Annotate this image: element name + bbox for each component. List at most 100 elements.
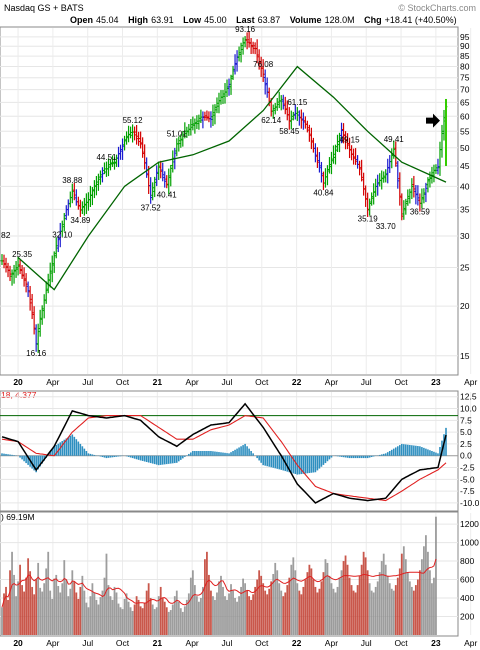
macd-histogram-bar xyxy=(437,453,439,456)
x-tick-label: Oct xyxy=(394,377,408,387)
price-bar xyxy=(436,158,440,175)
volume-bar xyxy=(382,553,385,635)
volume-bar xyxy=(310,568,313,635)
macd-histogram-bar xyxy=(224,452,226,456)
price-bar xyxy=(66,199,70,216)
volume-bar xyxy=(212,596,214,635)
volume-bar xyxy=(179,608,182,635)
price-bar xyxy=(313,143,317,163)
price-tick-label: 50 xyxy=(460,143,470,153)
price-annotation: 58.45 xyxy=(279,127,300,136)
price-bar xyxy=(137,131,141,146)
macd-histogram-bar xyxy=(282,455,285,471)
price-bar xyxy=(185,126,189,138)
x-tick-label: Apr xyxy=(325,377,338,387)
volume-bar xyxy=(396,577,399,635)
volume-bar xyxy=(141,608,144,635)
macd-histogram-bar xyxy=(226,453,228,456)
volume-bar xyxy=(330,583,333,635)
price-bar xyxy=(275,98,279,111)
volume-bar xyxy=(222,586,224,635)
volume-bar xyxy=(322,572,325,635)
volume-bar xyxy=(11,551,13,635)
macd-histogram-bar xyxy=(188,453,190,456)
volume-bar xyxy=(320,581,323,635)
macd-histogram-bar xyxy=(107,455,110,458)
volume-bar xyxy=(318,588,321,635)
price-bar xyxy=(384,169,388,183)
volume-bar xyxy=(272,574,275,635)
volume-bar xyxy=(268,588,271,635)
volume-bar xyxy=(266,594,269,635)
macd-histogram-bar xyxy=(302,455,305,474)
price-bar xyxy=(135,125,139,145)
price-annotation: 40.41 xyxy=(157,191,178,200)
macd-histogram-bar xyxy=(99,455,102,457)
macd-histogram-bar xyxy=(192,451,194,456)
macd-histogram-bar xyxy=(71,434,74,456)
macd-histogram-bar xyxy=(101,455,104,458)
macd-histogram-bar xyxy=(39,455,41,467)
macd-histogram-bar xyxy=(350,455,353,459)
price-annotation: 76.08 xyxy=(253,60,274,69)
price-bar xyxy=(157,161,161,181)
volume-bar xyxy=(165,607,168,635)
volume-bar xyxy=(163,601,166,635)
macd-histogram-bar xyxy=(65,438,68,456)
price-bar xyxy=(28,285,32,311)
volume-bar xyxy=(376,581,379,635)
macd-histogram-bar xyxy=(109,455,112,458)
macd-histogram-bar xyxy=(51,449,54,456)
volume-bar xyxy=(71,570,74,635)
price-annotation: 38.88 xyxy=(62,176,83,185)
volume-bar xyxy=(173,596,176,635)
volume-y-axis: 200 400 600 800 1000 1200 xyxy=(460,519,479,621)
macd-histogram-bar xyxy=(324,455,327,464)
volume-bar xyxy=(161,598,164,635)
price-bar xyxy=(133,126,137,141)
volume-bar xyxy=(57,586,60,635)
macd-histogram-bar xyxy=(214,451,216,456)
volume-bar xyxy=(350,585,353,635)
macd-histogram-bar xyxy=(220,452,222,456)
volume-bar xyxy=(374,586,377,635)
volume-bar xyxy=(220,575,222,635)
macd-histogram-bar xyxy=(93,454,96,456)
volume-bar xyxy=(282,596,285,635)
volume-bar xyxy=(89,596,92,635)
price-bar xyxy=(24,273,28,293)
price-bar xyxy=(22,267,26,287)
volume-bar xyxy=(3,593,5,635)
macd-histogram-bar xyxy=(318,455,321,469)
macd-histogram-bar xyxy=(435,452,437,456)
volume-bar xyxy=(61,583,64,635)
price-bar xyxy=(331,145,335,164)
volume-bar xyxy=(41,591,44,635)
macd-histogram-bar xyxy=(69,435,72,456)
price-bar xyxy=(329,151,333,175)
volume-bar xyxy=(410,586,413,635)
macd-histogram-bar xyxy=(7,454,9,456)
x-tick-label: 23 xyxy=(431,638,441,648)
price-bar xyxy=(38,309,42,337)
volume-bar xyxy=(252,594,255,635)
price-bar xyxy=(370,192,374,206)
volume-bar xyxy=(418,570,421,635)
volume-bar xyxy=(368,583,371,635)
macd-histogram-bar xyxy=(19,455,21,458)
volume-bar xyxy=(388,583,391,635)
macd-histogram-bar xyxy=(314,455,317,473)
volume-moving-average xyxy=(1,558,437,608)
macd-histogram-bar xyxy=(423,447,425,456)
price-bar xyxy=(50,255,54,283)
volume-bar xyxy=(256,579,259,635)
volume-bar xyxy=(139,606,142,635)
price-bar xyxy=(40,305,44,325)
macd-histogram-bar xyxy=(218,452,220,456)
macd-histogram-bar xyxy=(31,455,33,469)
macd-histogram-bar xyxy=(143,455,146,462)
macd-histogram-bar xyxy=(1,453,3,456)
macd-histogram-bar xyxy=(59,442,62,456)
volume-bar xyxy=(314,586,317,635)
